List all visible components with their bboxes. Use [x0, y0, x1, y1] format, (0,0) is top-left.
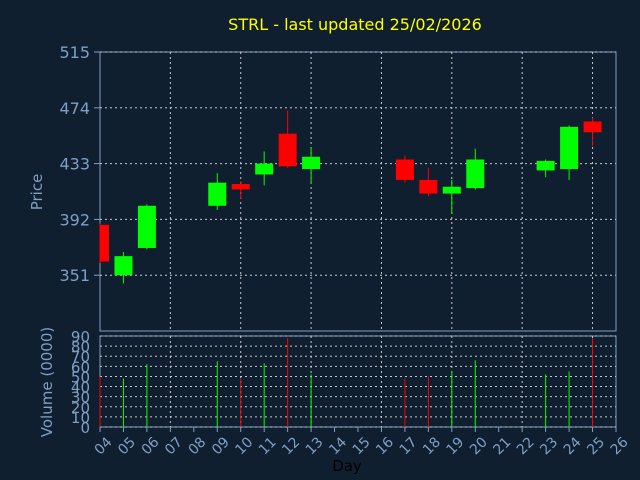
x-tick-label: 11 [256, 434, 280, 458]
x-tick-label: 04 [92, 434, 116, 458]
x-tick-label: 12 [279, 434, 303, 458]
candle-body [302, 156, 321, 170]
candle-body [419, 179, 438, 194]
x-tick-label: 15 [350, 434, 374, 458]
candle-body [231, 184, 250, 190]
chart-title: STRL - last updated 25/02/2026 [228, 15, 482, 34]
x-ticks: 04 05 06 07 08 09 10 11 12 13 14 15 16 17 18 19 20 21 22 23… [92, 427, 632, 458]
volume-tick-label: 30 [71, 389, 90, 407]
volume-bars [99, 338, 594, 427]
price-tick-label: 515 [59, 43, 90, 62]
candle-body [278, 133, 297, 167]
price-plot-frame [99, 51, 617, 332]
volume-tick-label: 10 [71, 409, 90, 427]
candle-body [137, 205, 156, 248]
price-tick-label: 433 [59, 155, 90, 174]
x-tick-label: 06 [139, 434, 163, 458]
price-panel: 515 474 433 392 351 [59, 43, 617, 332]
x-tick-label: 19 [444, 434, 468, 458]
x-tick-label: 14 [326, 434, 350, 458]
x-tick-label: 18 [420, 434, 444, 458]
volume-tick-label: 90 [71, 328, 90, 346]
candle-body [100, 224, 109, 262]
volume-tick-label: 40 [71, 379, 90, 397]
price-axis-label: Price [28, 174, 46, 211]
candle-body [466, 159, 485, 189]
volume-tick-label: 80 [71, 338, 90, 356]
price-grid [100, 51, 616, 331]
volume-tick-label: 0 [80, 419, 90, 437]
volume-grid [100, 335, 616, 428]
x-tick-label: 16 [373, 434, 397, 458]
x-tick-label: 10 [232, 434, 256, 458]
x-tick-label: 05 [115, 434, 139, 458]
candle-body [208, 182, 227, 206]
volume-tick-label: 70 [71, 348, 90, 366]
volume-tick-label: 60 [71, 358, 90, 376]
x-tick-label: 23 [537, 434, 561, 458]
candle-body [114, 256, 133, 276]
candle-body [560, 126, 579, 170]
x-tick-label: 09 [209, 434, 233, 458]
x-tick-label: 21 [490, 434, 514, 458]
price-y-ticks: 515 474 433 392 351 [59, 43, 100, 285]
volume-axis-label: Volume (0000) [38, 327, 56, 437]
volume-plot-frame [99, 335, 617, 428]
x-tick-label: 20 [467, 434, 491, 458]
candle-body [255, 163, 274, 175]
candle-body [536, 160, 555, 171]
x-tick-label: 26 [608, 434, 632, 458]
x-tick-label: 22 [514, 434, 538, 458]
x-axis-label: Day [332, 457, 362, 475]
candle-body [583, 121, 602, 133]
x-tick-label: 08 [186, 434, 210, 458]
volume-tick-label: 20 [71, 399, 90, 417]
price-tick-label: 392 [59, 210, 90, 229]
x-tick-label: 13 [303, 434, 327, 458]
price-tick-label: 474 [59, 99, 90, 118]
price-tick-label: 351 [59, 266, 90, 285]
candles [99, 110, 602, 284]
x-tick-label: 17 [397, 434, 421, 458]
candle-body [395, 159, 414, 180]
candle-body [442, 186, 461, 194]
x-tick-label: 24 [561, 434, 585, 458]
x-tick-label: 07 [162, 434, 186, 458]
x-tick-label: 25 [584, 434, 608, 458]
volume-tick-label: 50 [71, 368, 90, 386]
